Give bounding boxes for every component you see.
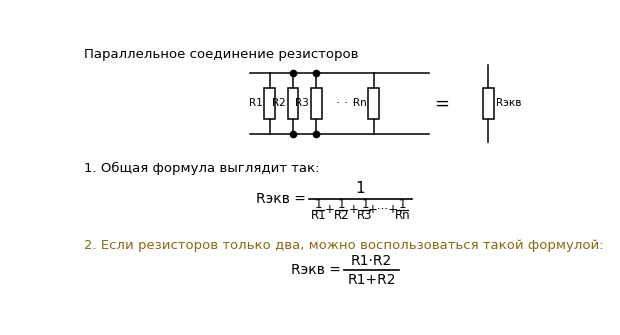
Text: Rn: Rn xyxy=(353,98,366,108)
Bar xyxy=(311,88,322,119)
Text: R1: R1 xyxy=(311,209,326,222)
Bar xyxy=(288,88,298,119)
Text: R3: R3 xyxy=(357,209,373,222)
Text: +: + xyxy=(326,203,335,216)
Text: 2. Если резисторов только два, можно воспользоваться такой формулой:: 2. Если резисторов только два, можно вос… xyxy=(84,239,603,252)
Text: Параллельное соединение резисторов: Параллельное соединение резисторов xyxy=(84,48,358,61)
Text: Rэкв =: Rэкв = xyxy=(256,192,306,206)
Text: 1. Общая формула выглядит так:: 1. Общая формула выглядит так: xyxy=(84,162,319,175)
Text: 1: 1 xyxy=(315,198,322,211)
Text: 1: 1 xyxy=(355,181,365,196)
Text: R2: R2 xyxy=(334,209,350,222)
Text: R1·R2: R1·R2 xyxy=(351,254,392,268)
Text: 1: 1 xyxy=(399,198,406,211)
Text: +···+: +···+ xyxy=(368,203,399,216)
Text: R3: R3 xyxy=(296,98,309,108)
Text: Rэкв: Rэкв xyxy=(496,98,521,108)
Bar xyxy=(483,88,494,119)
Bar xyxy=(264,88,275,119)
Text: · · ·: · · · xyxy=(337,97,356,110)
Text: Rэкв =: Rэкв = xyxy=(291,263,341,277)
Text: +: + xyxy=(348,203,358,216)
Text: 1: 1 xyxy=(338,198,345,211)
Text: R2: R2 xyxy=(272,98,286,108)
Text: 1: 1 xyxy=(361,198,369,211)
Bar xyxy=(368,88,379,119)
Text: =: = xyxy=(434,94,450,112)
Text: R1: R1 xyxy=(249,98,263,108)
Text: R1+R2: R1+R2 xyxy=(347,273,396,287)
Text: Rn: Rn xyxy=(394,209,410,222)
